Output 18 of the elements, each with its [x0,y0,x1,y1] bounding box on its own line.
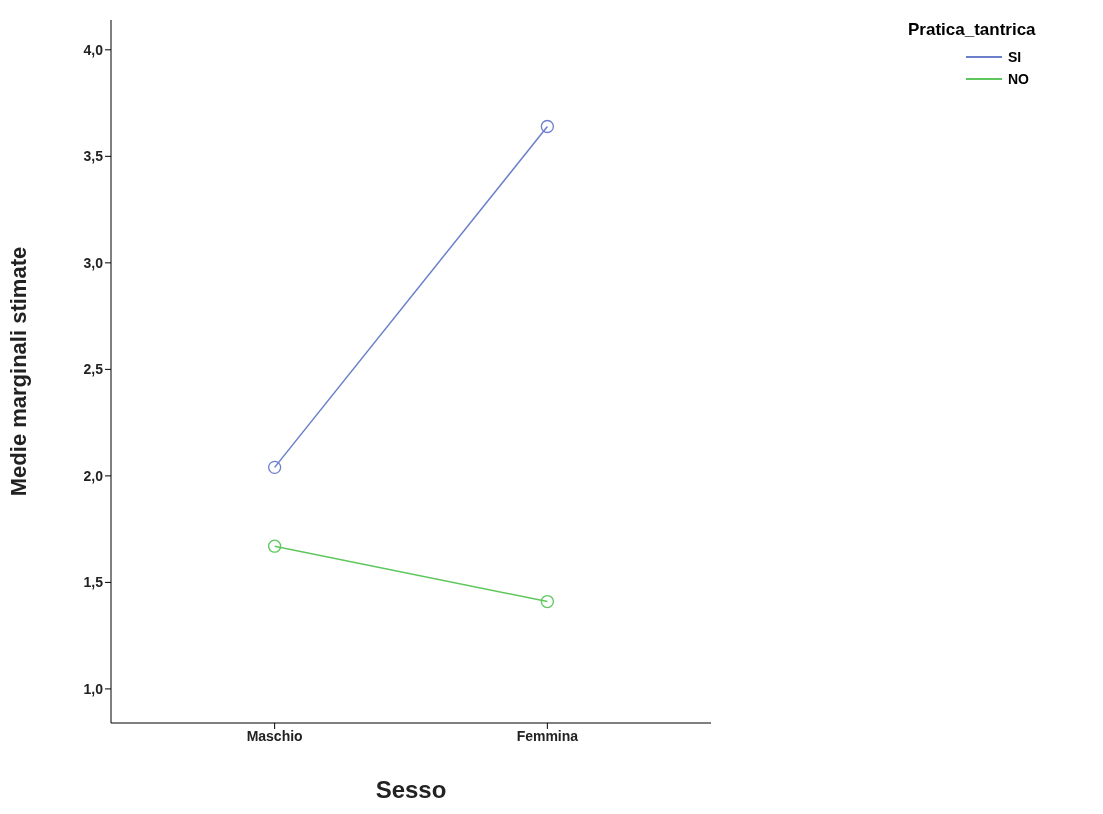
x-tick-label: Maschio [246,727,303,744]
y-tick-label: 1,0 [83,680,104,697]
point [540,594,555,609]
y-tick-label: 3,5 [83,148,104,165]
point [267,539,282,553]
y-tick-label: 4,0 [83,41,104,58]
y-tick-label: 1,5 [83,574,104,591]
x-axis-title: Sesso [375,776,447,803]
y-tick-label: 3,0 [83,254,104,271]
y-axis-title: Medie marginali stimate [5,246,31,497]
legend-title: Pratica_tantrica [908,20,1037,40]
y-tick-label: 2,0 [83,467,104,484]
legend-label: NO [1008,71,1029,87]
x-tick-label: Femmina [516,727,579,744]
point [267,460,282,475]
point [540,119,555,134]
legend-label: SI [1008,49,1022,65]
y-tick-label: 2,5 [83,361,104,378]
